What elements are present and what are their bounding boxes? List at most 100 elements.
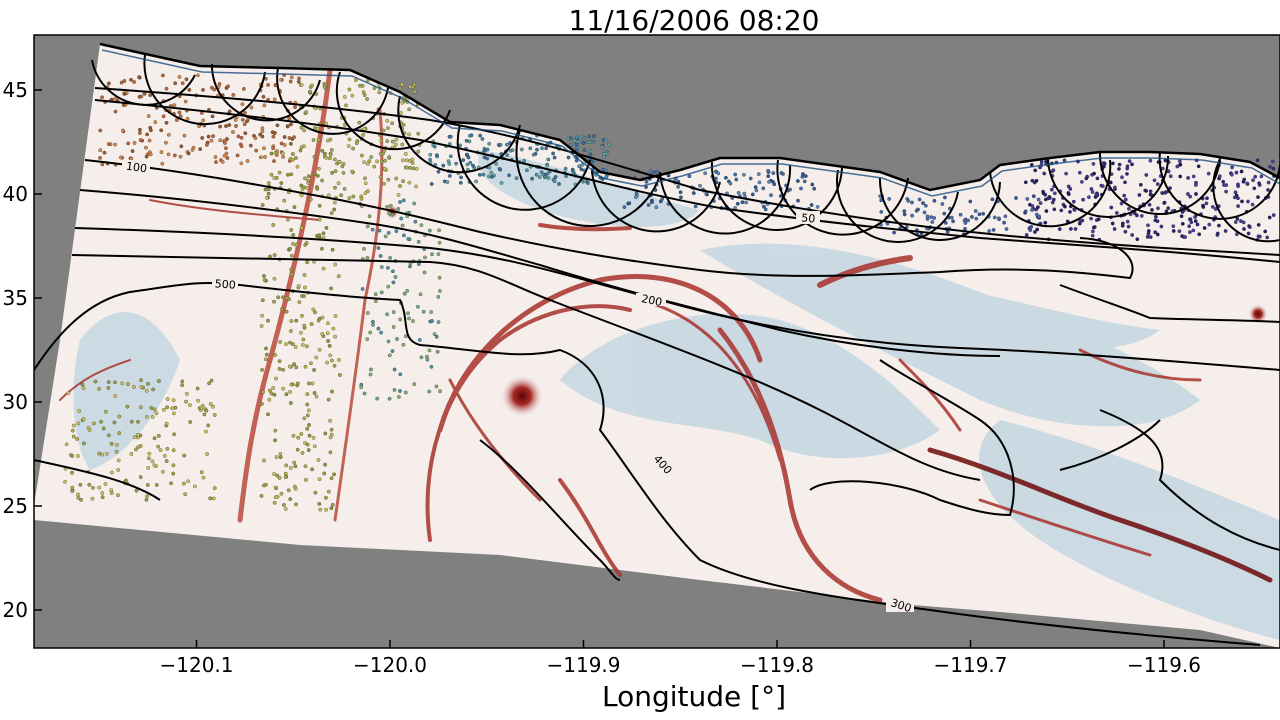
particle [386,177,391,182]
particle [627,201,632,206]
x-tick-label: −119.9 [546,653,620,677]
particle [344,103,348,108]
particle [299,432,304,436]
particle [925,214,930,219]
particle [102,150,107,155]
particle [272,472,276,476]
particle [766,174,771,179]
particle [387,396,392,401]
particle [316,137,321,142]
particle [225,156,230,160]
particle [404,165,409,170]
particle [305,260,310,265]
particle [974,216,979,221]
particle [272,159,276,163]
particle [396,207,401,211]
particle [109,441,114,446]
particle [117,431,122,435]
particle [407,316,411,321]
particle [1233,220,1238,224]
particle [182,481,186,486]
particle [425,354,429,359]
particle [387,155,391,159]
particle [97,485,102,490]
particle [266,83,270,87]
particle [126,382,130,386]
particle [342,187,347,191]
particle [703,171,708,176]
particle [291,242,295,246]
particle [1138,182,1143,187]
particle [788,187,792,192]
particle [279,181,284,185]
particle [381,128,386,133]
particle [76,495,81,500]
particle [122,79,127,83]
particle [910,213,914,218]
particle [766,168,770,173]
particle [357,120,362,125]
particle [1171,229,1176,233]
particle [289,382,294,387]
particle [118,155,123,160]
particle [159,128,164,133]
particle [1130,233,1135,237]
particle [508,148,513,153]
particle [1193,219,1198,223]
particle [403,152,408,156]
particle [289,329,293,333]
particle [161,73,165,78]
particle [1089,216,1093,221]
particle [271,134,276,139]
particle [272,97,277,102]
particle [320,315,325,320]
particle [329,211,334,215]
particle [634,195,638,199]
particle [70,485,75,490]
particle [149,406,154,410]
particle [563,166,568,171]
particle [1023,180,1028,185]
particle [172,411,176,416]
particle [917,197,922,202]
particle [314,355,319,360]
particle [372,164,377,169]
particle [413,219,418,224]
particle [1196,164,1201,169]
particle [272,253,277,257]
particle [1178,163,1182,167]
particle [329,506,334,511]
particle [239,135,244,140]
particle [282,198,287,203]
particle [379,265,384,269]
particle [1234,170,1239,175]
particle [733,172,738,177]
particle [331,326,336,331]
particle [101,426,106,431]
particle [287,364,292,369]
particle [477,172,482,177]
particle [218,124,222,129]
particle [268,254,272,259]
particle [321,266,326,271]
particle [172,153,177,158]
particle [277,359,282,364]
particle [286,488,291,493]
particle [341,171,346,175]
particle [350,169,355,174]
particle [724,175,728,180]
particle [183,99,188,104]
particle [1250,202,1255,207]
particle [306,174,311,179]
contour-line [71,254,981,481]
particle [402,233,406,238]
particle [582,136,587,141]
particle [245,119,249,124]
particle [152,407,157,412]
particle [650,200,654,205]
particle [326,193,331,198]
particle [317,477,322,482]
particle [107,81,111,86]
particle [676,184,680,189]
particle [522,158,527,163]
